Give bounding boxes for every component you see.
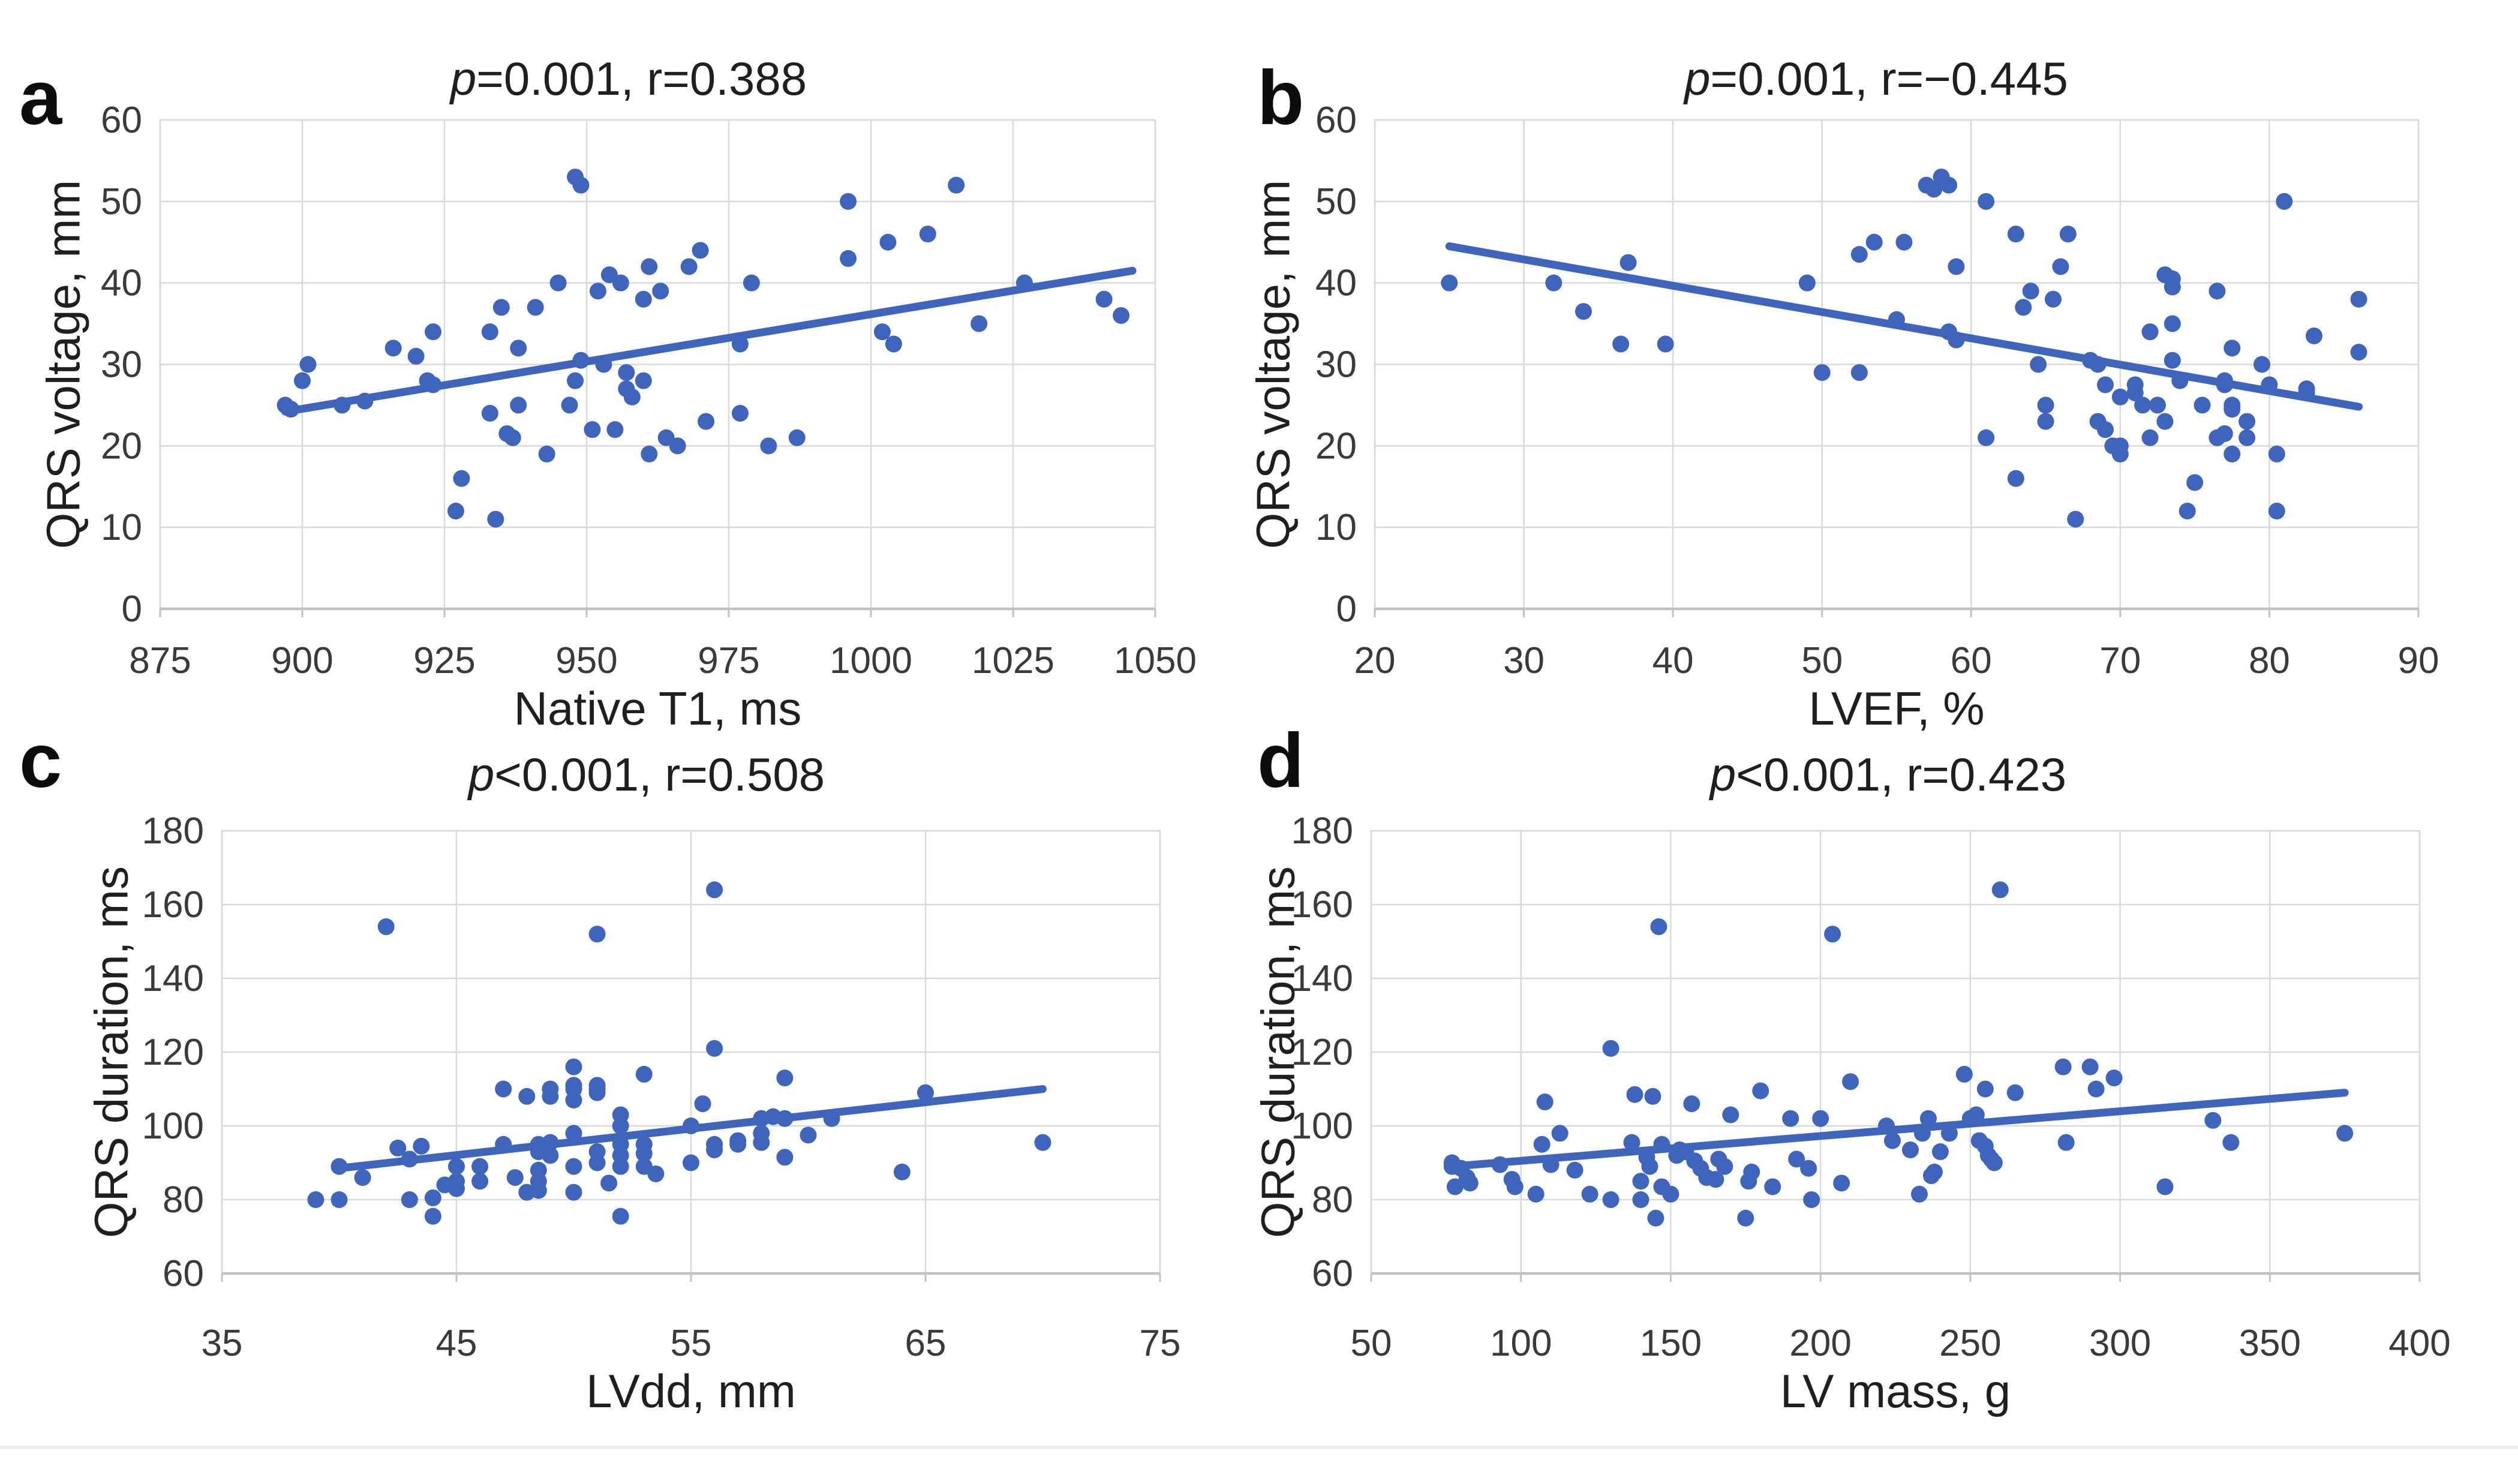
data-points <box>307 881 1051 1225</box>
panel-letter-a: a <box>19 55 62 141</box>
svg-text:400: 400 <box>2388 1323 2450 1364</box>
svg-text:60: 60 <box>101 100 142 141</box>
chart-panel-b: 20 30 40 50 60 70 80 90 0 10 20 30 40 50 60 p=0.001, r=… <box>1246 52 2439 735</box>
svg-text:60: 60 <box>163 1253 204 1294</box>
svg-text:40: 40 <box>1652 640 1694 681</box>
svg-text:950: 950 <box>555 640 617 681</box>
svg-text:0: 0 <box>1336 588 1357 630</box>
svg-text:0: 0 <box>122 588 142 630</box>
panel-letter-b: b <box>1257 55 1305 141</box>
svg-text:1050: 1050 <box>1114 640 1197 681</box>
svg-text:900: 900 <box>271 640 333 681</box>
svg-text:50: 50 <box>1315 181 1357 223</box>
svg-text:20: 20 <box>1315 425 1357 467</box>
trend-line <box>1445 242 2363 411</box>
svg-text:250: 250 <box>1939 1323 2001 1364</box>
svg-text:160: 160 <box>1291 884 1353 926</box>
svg-text:50: 50 <box>101 181 142 223</box>
data-points <box>1441 169 2367 528</box>
svg-text:975: 975 <box>698 640 759 681</box>
x-tick-labels: 35 45 55 65 75 <box>202 1323 1181 1364</box>
chart-title: p<0.001, r=0.423 <box>1709 748 2066 801</box>
svg-text:80: 80 <box>1312 1179 1353 1221</box>
svg-text:10: 10 <box>1315 507 1357 548</box>
y-axis-label: QRS voltage, mm <box>37 180 89 549</box>
svg-text:80: 80 <box>2249 640 2290 681</box>
svg-text:60: 60 <box>1951 640 1992 681</box>
svg-text:300: 300 <box>2089 1323 2151 1364</box>
panel-letter-c: c <box>19 718 62 804</box>
chart-panel-c: 35 45 55 65 75 60 80 100 120 140 160 180 p<0.001, r=… <box>85 748 1180 1417</box>
svg-text:100: 100 <box>1490 1323 1552 1364</box>
svg-text:140: 140 <box>142 958 204 999</box>
svg-text:60: 60 <box>1312 1253 1353 1294</box>
svg-text:80: 80 <box>163 1179 204 1221</box>
svg-text:1025: 1025 <box>972 640 1054 681</box>
y-tick-labels: 0 10 20 30 40 50 60 <box>101 100 142 630</box>
svg-text:120: 120 <box>1291 1032 1353 1073</box>
svg-text:50: 50 <box>1351 1323 1392 1364</box>
y-axis-label: QRS voltage, mm <box>1246 180 1299 549</box>
svg-text:45: 45 <box>436 1323 477 1364</box>
svg-text:55: 55 <box>671 1323 712 1364</box>
x-tick-labels: 20 30 40 50 60 70 80 90 <box>1354 640 2439 681</box>
x-axis-label: LV mass, g <box>1780 1365 2011 1417</box>
y-tick-labels: 60 80 100 120 140 160 180 <box>142 810 204 1294</box>
svg-text:30: 30 <box>101 344 142 386</box>
svg-text:50: 50 <box>1801 640 1843 681</box>
svg-text:65: 65 <box>905 1323 946 1364</box>
svg-text:875: 875 <box>129 640 191 681</box>
svg-text:70: 70 <box>2099 640 2141 681</box>
svg-text:40: 40 <box>1315 263 1357 304</box>
svg-text:90: 90 <box>2398 640 2439 681</box>
svg-text:200: 200 <box>1789 1323 1851 1364</box>
x-axis-label: Native T1, ms <box>514 682 802 735</box>
svg-text:20: 20 <box>101 425 142 467</box>
x-axis-tick-marks <box>1374 609 2420 617</box>
y-axis-label: QRS duration, ms <box>1251 866 1304 1238</box>
data-points <box>1443 881 2354 1227</box>
x-axis-label: LVEF, % <box>1808 682 1984 735</box>
svg-text:180: 180 <box>142 810 204 852</box>
svg-text:100: 100 <box>1291 1106 1353 1147</box>
svg-text:60: 60 <box>1315 100 1357 141</box>
chart-title: p=0.001, r=−0.445 <box>1683 52 2068 105</box>
x-axis-tick-marks <box>1370 1273 2421 1282</box>
data-points <box>277 169 1130 528</box>
svg-text:1000: 1000 <box>830 640 912 681</box>
svg-text:75: 75 <box>1140 1323 1181 1364</box>
svg-text:30: 30 <box>1315 344 1357 386</box>
chart-panel-d: 50 100 150 200 250 300 350 400 60 80 100 120 140 160 1… <box>1251 748 2450 1417</box>
chart-panel-a: 875 900 925 950 975 1000 1025 1050 0 10 20 30 40 50 60… <box>37 52 1197 735</box>
svg-text:20: 20 <box>1354 640 1396 681</box>
chart-title: p=0.001, r=0.388 <box>449 52 807 105</box>
svg-text:180: 180 <box>1291 810 1353 852</box>
svg-text:150: 150 <box>1640 1323 1702 1364</box>
x-tick-labels: 50 100 150 200 250 300 350 400 <box>1351 1323 2451 1364</box>
svg-text:120: 120 <box>142 1032 204 1073</box>
trend-line <box>1448 1089 2349 1171</box>
x-axis-tick-marks <box>159 609 1156 617</box>
y-tick-labels: 60 80 100 120 140 160 180 <box>1291 810 1353 1294</box>
x-tick-labels: 875 900 925 950 975 1000 1025 1050 <box>129 640 1197 681</box>
svg-text:30: 30 <box>1503 640 1545 681</box>
svg-text:100: 100 <box>142 1106 204 1147</box>
x-axis-label: LVdd, mm <box>586 1365 796 1417</box>
y-axis-label: QRS duration, ms <box>85 866 137 1238</box>
svg-text:350: 350 <box>2239 1323 2301 1364</box>
x-axis-tick-marks <box>221 1273 1161 1282</box>
svg-text:35: 35 <box>202 1323 243 1364</box>
svg-text:925: 925 <box>413 640 475 681</box>
panel-letter-d: d <box>1257 718 1305 804</box>
svg-text:40: 40 <box>101 263 142 304</box>
chart-title: p<0.001, r=0.508 <box>467 748 825 801</box>
svg-text:10: 10 <box>101 507 142 548</box>
bottom-divider <box>0 1446 2518 1449</box>
svg-text:140: 140 <box>1291 958 1353 999</box>
svg-text:160: 160 <box>142 884 204 926</box>
y-tick-labels: 0 10 20 30 40 50 60 <box>1315 100 1357 630</box>
